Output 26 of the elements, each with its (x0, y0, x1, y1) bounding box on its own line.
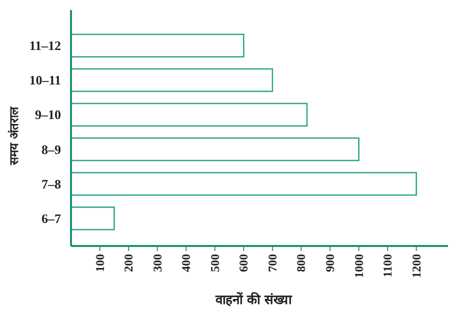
y-tick-label: 11–12 (29, 38, 61, 54)
bar (70, 206, 115, 230)
y-tick-label: 9–10 (35, 107, 61, 122)
bar (70, 68, 274, 92)
x-tick-label: 100 (92, 254, 107, 272)
x-tick-label: 300 (150, 254, 164, 272)
y-tick-label: 6–7 (42, 210, 62, 226)
x-tick-label: 800 (294, 254, 308, 272)
x-tick-label: 400 (179, 254, 194, 272)
y-tick-label: 10–11 (29, 72, 61, 88)
x-tick-label: 500 (208, 254, 222, 272)
bar (70, 137, 360, 162)
x-tick-label: 1100 (380, 254, 395, 278)
y-tick-label: 7–8 (42, 176, 62, 192)
x-tick-label: 1200 (409, 254, 424, 278)
bar (70, 34, 244, 58)
bar (70, 102, 308, 127)
x-tick-label: 700 (265, 254, 280, 272)
x-tick-label: 600 (236, 254, 251, 272)
x-tick-label: 900 (323, 254, 338, 272)
y-tick-label: 8–9 (42, 142, 62, 157)
y-axis-title: समय अंतराल (7, 106, 21, 166)
x-axis-title: वाहनों की संख्या (214, 292, 293, 308)
x-tick-label: 1000 (352, 254, 366, 278)
bar (70, 172, 417, 196)
x-tick-label: 200 (122, 254, 136, 272)
